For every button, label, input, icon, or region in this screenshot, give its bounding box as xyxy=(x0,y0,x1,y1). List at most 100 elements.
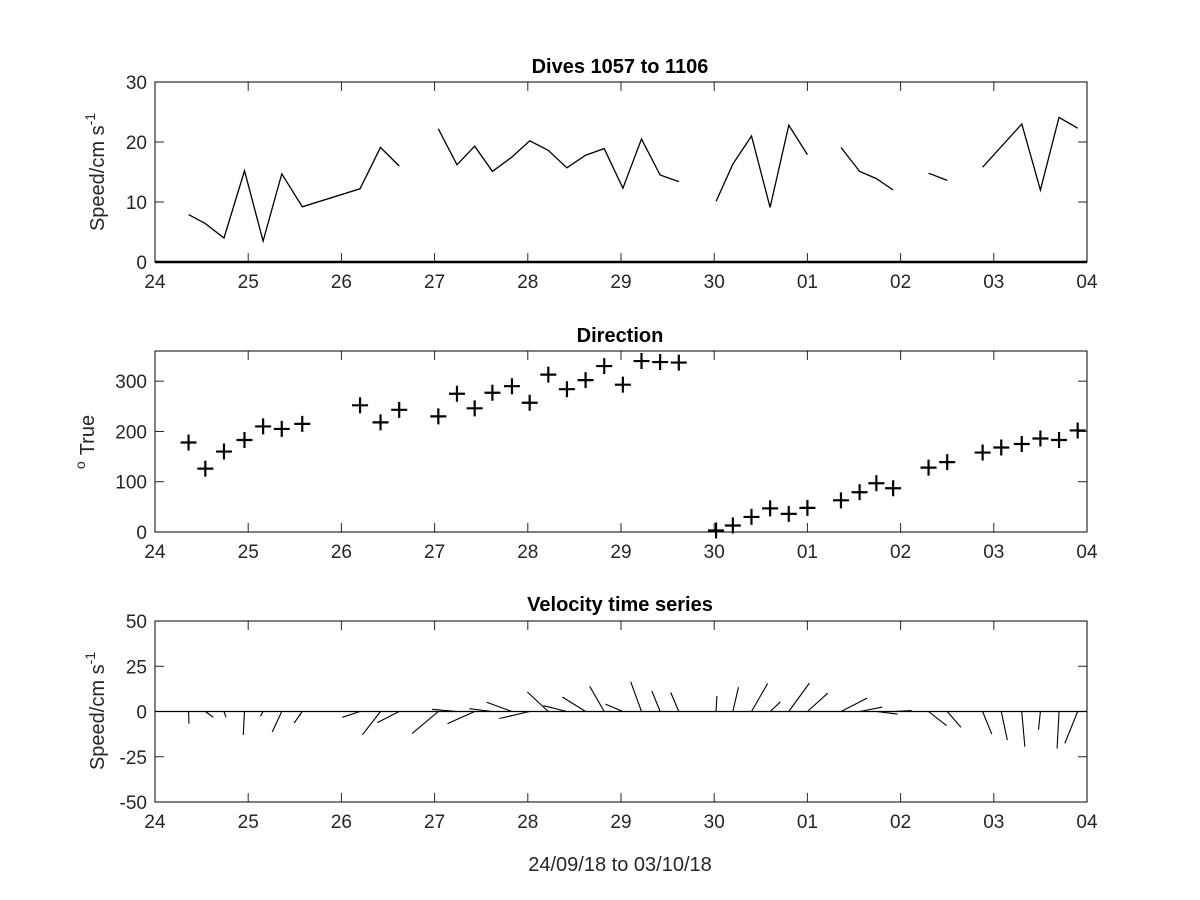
direction-point xyxy=(832,492,849,509)
velocity-stick xyxy=(205,711,214,718)
velocity-stick xyxy=(1064,711,1079,744)
velocity-y-tick-label: -50 xyxy=(120,793,147,814)
speed-panel: Dives 1057 to 1106 Speed/cm s-1 24 25 26 27… xyxy=(82,56,1098,293)
direction-point xyxy=(708,522,725,539)
velocity-x-tick-label: 04 xyxy=(1076,812,1098,833)
velocity-stick xyxy=(651,690,661,712)
speed-x-tick-label: 26 xyxy=(331,272,352,293)
velocity-x-tick-label: 26 xyxy=(331,812,352,833)
velocity-stick xyxy=(499,710,530,720)
direction-point xyxy=(430,408,447,425)
direction-point xyxy=(540,366,557,383)
velocity-stick xyxy=(1021,711,1026,747)
direction-point xyxy=(670,354,687,371)
direction-x-tick-label: 30 xyxy=(704,542,725,563)
direction-axes-frame xyxy=(154,350,1088,533)
speed-y-tick-label: 30 xyxy=(126,73,147,94)
velocity-stick xyxy=(362,711,381,735)
direction-x-tick-label: 28 xyxy=(517,542,538,563)
velocity-stick xyxy=(859,706,883,713)
velocity-x-tick-label: 29 xyxy=(610,812,631,833)
velocity-stick xyxy=(605,703,624,713)
velocity-stick xyxy=(670,692,680,712)
velocity-panel-x-axis-label: 24/09/18 to 03/10/18 xyxy=(528,854,712,876)
speed-y-tick-label: 20 xyxy=(126,133,147,154)
velocity-stick xyxy=(893,709,912,713)
direction-x-tick-label: 03 xyxy=(983,542,1004,563)
velocity-stick xyxy=(562,696,586,712)
velocity-y-tick-label: 0 xyxy=(136,703,147,724)
speed-x-tick-label: 27 xyxy=(424,272,445,293)
velocity-stick xyxy=(732,686,740,712)
direction-point xyxy=(652,354,669,371)
velocity-axes-frame xyxy=(154,620,1088,803)
direction-x-tick-label: 24 xyxy=(144,542,166,563)
velocity-stick xyxy=(377,711,400,724)
direction-point xyxy=(466,400,483,417)
direction-point xyxy=(1069,422,1086,439)
speed-series-line xyxy=(715,123,808,208)
direction-point xyxy=(391,401,408,418)
direction-point xyxy=(1032,430,1049,447)
speed-series-line xyxy=(928,172,948,182)
speed-x-tick-label: 04 xyxy=(1076,272,1098,293)
velocity-stick xyxy=(982,711,993,735)
speed-x-tick-label: 30 xyxy=(704,272,725,293)
velocity-stick xyxy=(447,710,475,725)
velocity-stick xyxy=(411,711,439,734)
direction-x-tick-label: 29 xyxy=(610,542,631,563)
velocity-panel: Velocity time series Speed/cm s-1 24/09/… xyxy=(82,594,1098,876)
speed-x-tick-label: 29 xyxy=(610,272,631,293)
velocity-stick xyxy=(788,682,810,712)
direction-point xyxy=(724,517,741,534)
velocity-stick xyxy=(342,710,361,718)
speed-x-tick-label: 28 xyxy=(517,272,538,293)
direction-y-tick-label: 300 xyxy=(115,372,147,393)
speed-series-line xyxy=(437,128,680,190)
velocity-stick xyxy=(293,711,303,724)
velocity-stick xyxy=(486,701,513,713)
velocity-stick xyxy=(543,705,568,713)
direction-point xyxy=(799,499,816,516)
velocity-stick xyxy=(432,708,458,713)
velocity-stick xyxy=(1000,711,1008,741)
velocity-stick xyxy=(946,711,962,728)
velocity-stick xyxy=(271,711,283,733)
velocity-x-tick-label: 28 xyxy=(517,812,538,833)
velocity-stick xyxy=(840,697,868,712)
direction-x-tick-label: 02 xyxy=(890,542,911,563)
direction-point xyxy=(577,372,594,389)
direction-point xyxy=(762,500,779,517)
velocity-stick xyxy=(769,701,781,712)
direction-point xyxy=(920,459,937,476)
velocity-x-tick-label: 24 xyxy=(144,812,166,833)
speed-panel-title: Dives 1057 to 1106 xyxy=(532,56,709,78)
direction-point xyxy=(448,385,465,402)
velocity-stick xyxy=(259,711,264,717)
direction-point xyxy=(255,418,272,435)
speed-panel-y-axis-label: Speed/cm s-1 xyxy=(82,113,109,231)
direction-y-tick-label: 0 xyxy=(136,523,147,544)
direction-point xyxy=(273,420,290,437)
speed-series-line xyxy=(982,116,1079,193)
direction-point xyxy=(372,414,389,431)
direction-point xyxy=(596,358,613,375)
direction-point xyxy=(868,475,885,492)
direction-point xyxy=(1013,436,1030,453)
velocity-stick xyxy=(751,683,769,712)
direction-point xyxy=(939,454,956,471)
direction-point xyxy=(215,443,232,460)
direction-point xyxy=(236,431,253,448)
speed-axes-frame xyxy=(154,81,1088,263)
direction-point xyxy=(851,484,868,501)
velocity-stick xyxy=(469,708,493,713)
speed-x-tick-label: 02 xyxy=(890,272,911,293)
velocity-stick xyxy=(589,686,605,712)
direction-point xyxy=(743,508,760,525)
speed-x-tick-label: 01 xyxy=(797,272,818,293)
direction-point xyxy=(993,439,1010,456)
velocity-x-tick-label: 02 xyxy=(890,812,911,833)
speed-series-line xyxy=(840,147,894,191)
direction-y-tick-label: 100 xyxy=(115,473,147,494)
speed-x-tick-label: 24 xyxy=(144,272,166,293)
